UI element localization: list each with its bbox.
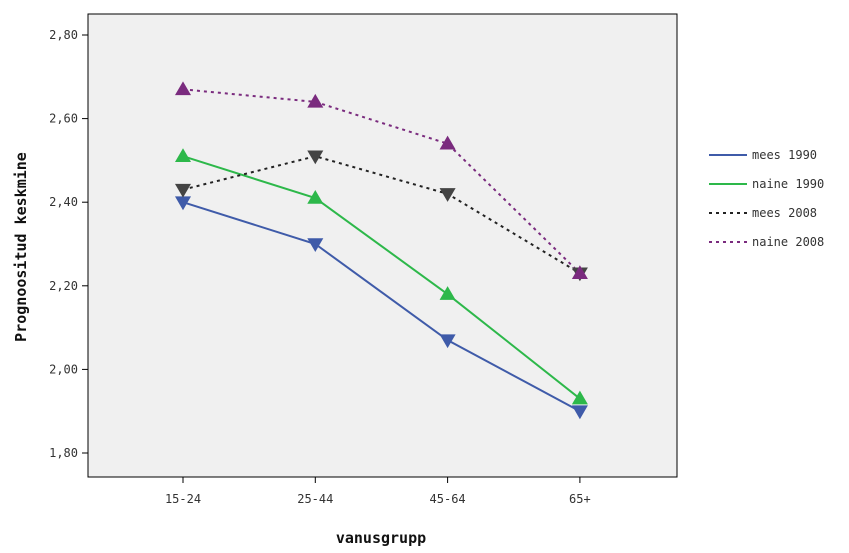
data-point — [571, 265, 588, 280]
x-tick-label: 65+ — [569, 492, 591, 506]
y-tick-label: 2,40 — [49, 195, 78, 209]
data-point — [174, 183, 192, 198]
y-tick-label: 2,20 — [49, 279, 78, 293]
data-point — [439, 135, 456, 150]
series-line-naine-2008 — [182, 88, 581, 274]
legend-label: mees 1990 — [752, 148, 817, 162]
data-point — [307, 93, 324, 108]
data-point — [439, 334, 456, 349]
y-axis-title: Prognoositud keskmine — [12, 152, 30, 342]
data-point — [439, 286, 456, 300]
data-point — [307, 150, 324, 165]
data-point — [307, 238, 324, 253]
y-tick-label: 2,60 — [49, 112, 78, 126]
data-point — [571, 405, 588, 420]
x-tick-label: 25-44 — [297, 492, 333, 506]
series-line-naine-1990 — [182, 155, 581, 400]
y-tick-label: 2,80 — [49, 28, 78, 42]
legend-label: naine 2008 — [752, 235, 824, 249]
legend-label: mees 2008 — [752, 206, 817, 220]
data-point — [174, 81, 192, 96]
data-point — [307, 190, 324, 204]
plot-area — [87, 13, 678, 478]
x-tick-label: 15-24 — [165, 492, 201, 506]
x-tick-label: 45-64 — [430, 492, 466, 506]
series-line-mees-1990 — [182, 201, 581, 413]
data-point — [174, 148, 192, 162]
legend-label: naine 1990 — [752, 177, 824, 191]
x-axis-title: vanusgrupp — [336, 529, 426, 547]
series-line-mees-2008 — [182, 155, 581, 275]
data-point — [571, 390, 588, 405]
data-point — [439, 188, 456, 202]
y-tick-label: 1,80 — [49, 446, 78, 460]
y-tick-label: 2,00 — [49, 362, 78, 376]
